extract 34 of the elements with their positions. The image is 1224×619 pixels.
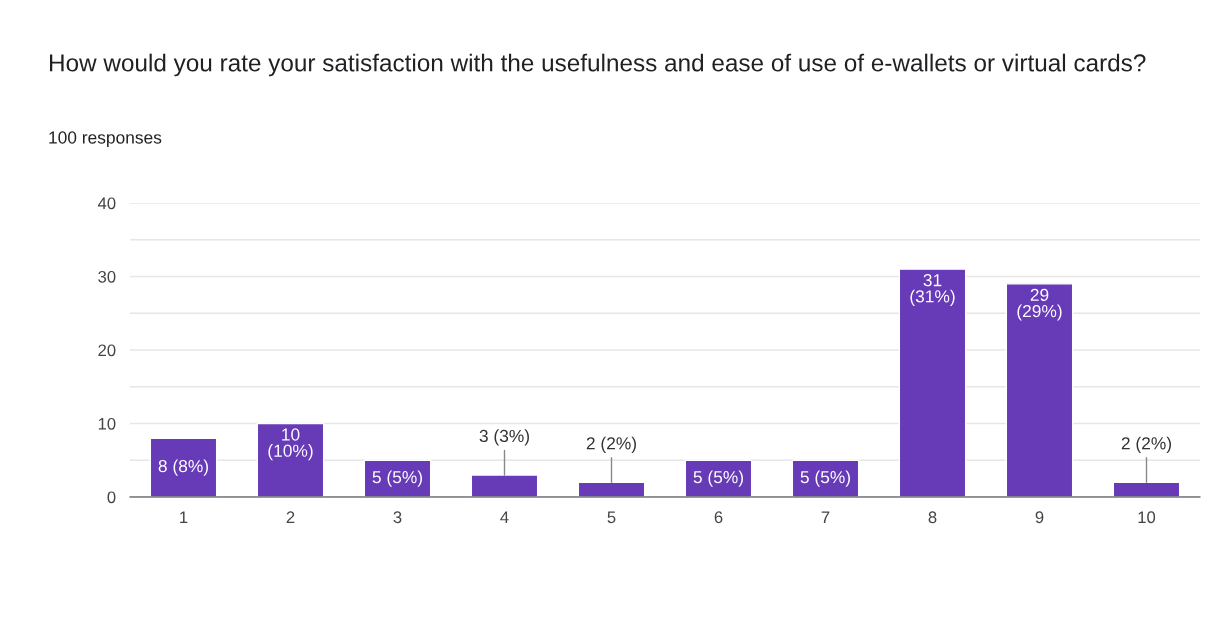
x-tick-label: 5 xyxy=(607,511,616,524)
y-tick-label: 0 xyxy=(107,491,116,504)
bar xyxy=(1005,283,1074,497)
x-tick-label: 7 xyxy=(821,511,830,523)
data-label: 10 (10%) xyxy=(268,428,313,461)
x-tick-label: 4 xyxy=(500,511,509,523)
chart-title: How would you rate your satisfaction with the usefulness and ease of use of e-wallets or virtual cards? xyxy=(49,53,1146,77)
x-tick-label: 6 xyxy=(714,511,723,524)
x-tick-label: 8 xyxy=(928,511,937,524)
data-label: 31 (31%) xyxy=(910,274,955,306)
x-tick-label: 10 xyxy=(1138,511,1156,524)
data-label: 2 (2%) xyxy=(586,436,636,453)
bar xyxy=(149,437,218,497)
y-tick-label: 10 xyxy=(98,417,116,430)
x-tick-label: 1 xyxy=(180,511,188,523)
x-tick-label: 9 xyxy=(1035,511,1044,524)
x-tick-label: 2 xyxy=(286,511,295,523)
bar xyxy=(898,268,967,497)
y-tick-label: 20 xyxy=(98,344,116,357)
data-label: 5 (5%) xyxy=(372,470,422,487)
bar xyxy=(1112,481,1181,497)
y-tick-label: 30 xyxy=(98,270,116,283)
y-tick-label: 40 xyxy=(97,197,116,210)
chart-subtitle: 100 responses xyxy=(49,131,162,148)
bar xyxy=(577,481,646,497)
data-label: 5 (5%) xyxy=(800,470,850,487)
data-label: 5 (5%) xyxy=(693,470,743,487)
data-label: 2 (2%) xyxy=(1121,436,1171,453)
data-label: 29 (29%) xyxy=(1017,288,1062,321)
x-tick-label: 3 xyxy=(393,511,402,524)
bar xyxy=(470,474,539,497)
data-label: 8 (8%) xyxy=(158,459,208,476)
bar xyxy=(256,422,325,497)
data-label: 3 (3%) xyxy=(479,429,529,446)
